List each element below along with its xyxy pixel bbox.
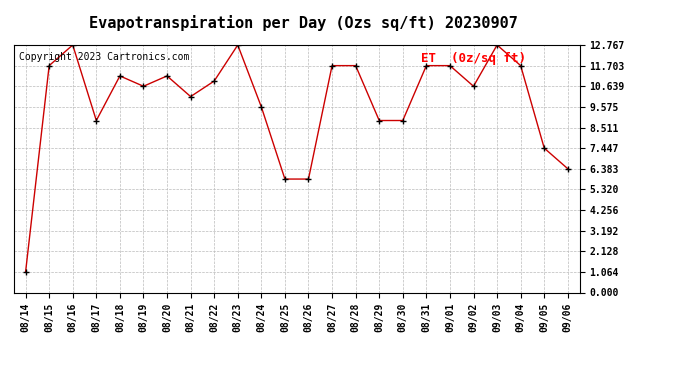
Text: Evapotranspiration per Day (Ozs sq/ft) 20230907: Evapotranspiration per Day (Ozs sq/ft) 2… — [89, 15, 518, 31]
Text: ET  (0z/sq ft): ET (0z/sq ft) — [421, 53, 526, 65]
Text: Copyright 2023 Cartronics.com: Copyright 2023 Cartronics.com — [19, 53, 190, 62]
